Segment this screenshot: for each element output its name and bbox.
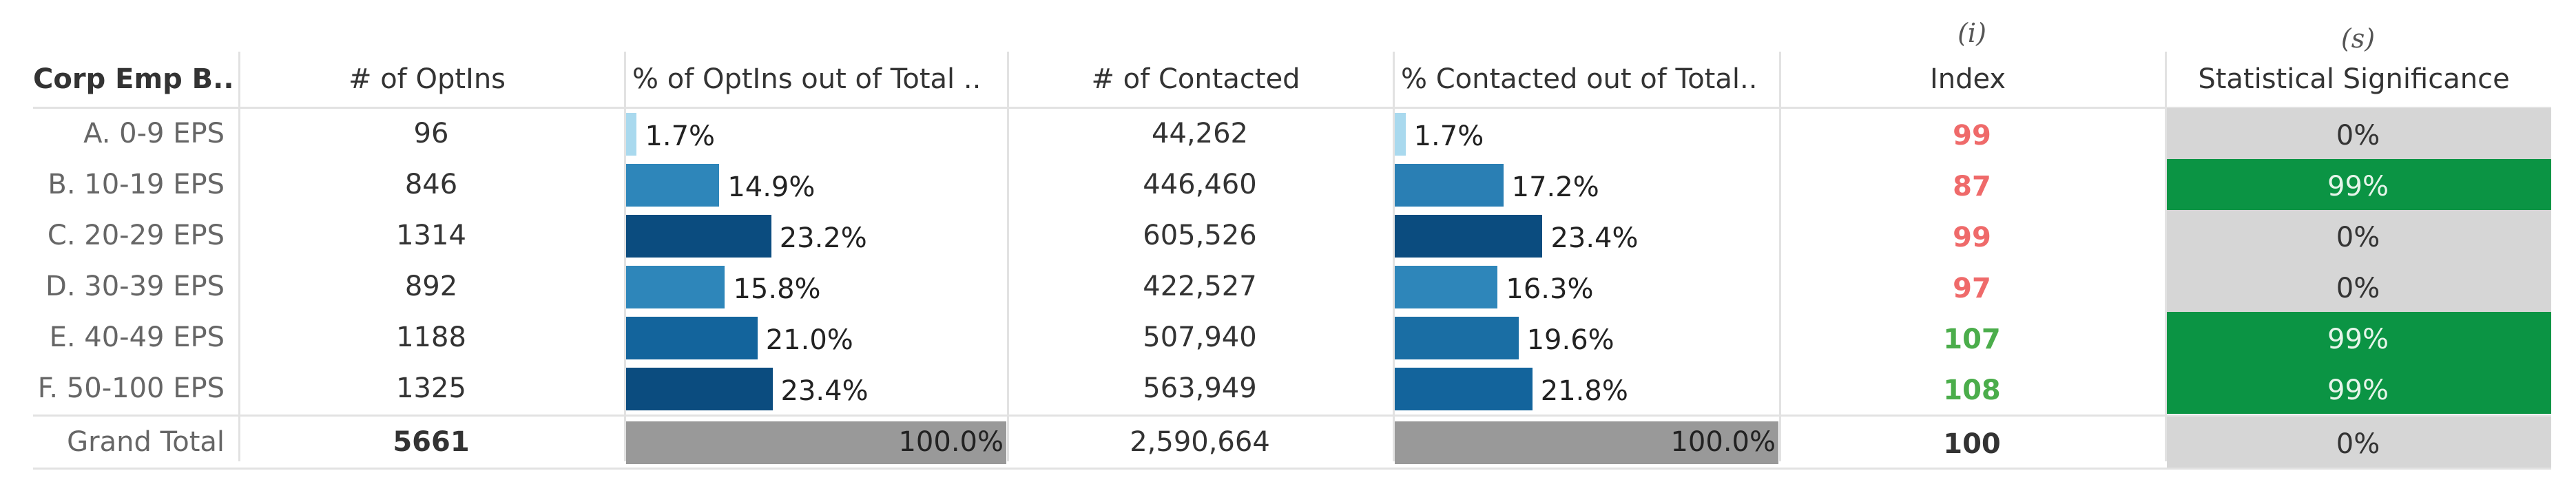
percent-bar (1395, 368, 1533, 410)
index-cell: 99 (1953, 222, 1991, 253)
index-cell: 108 (1943, 375, 2001, 406)
column-header: % of OptIns out of Total .. (632, 63, 981, 95)
percent-label: 1.7% (1413, 120, 1484, 152)
percent-bar (1395, 317, 1519, 359)
index-cell: 100 (1943, 428, 2001, 460)
percent-label: 23.4% (1550, 222, 1639, 254)
percent-bar (1395, 164, 1504, 207)
significance-bg (2167, 210, 2551, 261)
optins-cell: 1325 (396, 373, 466, 404)
column-header: % Contacted out of Total.. (1401, 63, 1758, 95)
percent-bar (626, 421, 1006, 464)
contacted-cell: 44,262 (1152, 118, 1248, 149)
percent-bar (1395, 215, 1543, 258)
contacted-cell: 2,590,664 (1130, 426, 1270, 458)
row-label: D. 30-39 EPS (45, 271, 225, 302)
percent-label: 23.4% (780, 375, 869, 407)
index-cell: 99 (1953, 120, 1991, 151)
column-header: Statistical Significance (2198, 63, 2510, 95)
total-rule (33, 415, 2551, 417)
contacted-cell: 507,940 (1143, 322, 1257, 353)
column-header: Index (1929, 63, 2006, 95)
percent-label: 100.0% (1670, 426, 1776, 458)
row-label: F. 50-100 EPS (37, 373, 225, 404)
optins-cell: 846 (404, 169, 458, 200)
optins-cell: 1188 (396, 322, 466, 353)
contacted-cell: 605,526 (1143, 220, 1257, 251)
significance-note: (s) (2340, 23, 2376, 54)
percent-bar (626, 317, 758, 359)
percent-label: 17.2% (1511, 171, 1599, 203)
percent-bar (626, 113, 637, 156)
header-rule (33, 107, 2551, 109)
column-header: # of OptIns (348, 63, 506, 95)
percent-bar (1395, 266, 1498, 308)
significance-cell: 0% (2336, 273, 2380, 304)
percent-bar (626, 368, 773, 410)
significance-cell: 99% (2327, 375, 2389, 406)
contacted-cell: 446,460 (1143, 169, 1257, 200)
percent-label: 14.9% (727, 171, 816, 203)
significance-bg (2167, 417, 2551, 468)
optins-cell: 892 (404, 271, 458, 302)
row-label: E. 40-49 EPS (49, 322, 225, 353)
significance-cell: 0% (2336, 120, 2380, 151)
index-cell: 107 (1943, 324, 2001, 355)
contacted-cell: 563,949 (1143, 373, 1257, 404)
column-divider (624, 52, 626, 461)
contacted-cell: 422,527 (1143, 271, 1257, 302)
significance-cell: 99% (2327, 324, 2389, 355)
significance-cell: 0% (2336, 222, 2380, 253)
significance-bg (2167, 363, 2551, 414)
percent-label: 19.6% (1526, 324, 1614, 356)
significance-bg (2167, 312, 2551, 363)
column-header: # of Contacted (1091, 63, 1300, 95)
row-label: B. 10-19 EPS (48, 169, 225, 200)
percent-bar (626, 266, 725, 308)
column-divider (2165, 52, 2167, 461)
optins-cell: 1314 (396, 220, 466, 251)
row-label: Grand Total (67, 426, 225, 458)
column-divider (1393, 52, 1395, 461)
percent-label: 16.3% (1506, 273, 1594, 305)
significance-bg (2167, 261, 2551, 312)
percent-label: 21.8% (1540, 375, 1628, 407)
index-cell: 87 (1953, 171, 1991, 202)
percent-bar (1395, 113, 1406, 156)
significance-cell: 0% (2336, 428, 2380, 460)
percent-label: 100.0% (898, 426, 1004, 458)
optins-cell: 96 (413, 118, 449, 149)
percent-bar (1395, 421, 1778, 464)
index-cell: 97 (1953, 273, 1991, 304)
significance-cell: 99% (2327, 171, 2389, 202)
percent-label: 21.0% (765, 324, 853, 356)
percent-bar (626, 215, 771, 258)
row-label: A. 0-9 EPS (83, 118, 225, 149)
index-note: (i) (1957, 17, 1986, 48)
percent-label: 23.2% (779, 222, 867, 254)
percent-label: 1.7% (645, 120, 716, 152)
percent-label: 15.8% (733, 273, 821, 305)
significance-bg (2167, 108, 2551, 159)
column-divider (1007, 52, 1009, 461)
significance-bg (2167, 159, 2551, 210)
column-header: Corp Emp B.. (33, 63, 234, 95)
row-label: C. 20-29 EPS (47, 220, 225, 251)
percent-bar (626, 164, 720, 207)
bottom-rule (33, 468, 2551, 470)
column-divider (238, 52, 240, 461)
optins-cell: 5661 (393, 426, 470, 458)
column-divider (1779, 52, 1781, 461)
